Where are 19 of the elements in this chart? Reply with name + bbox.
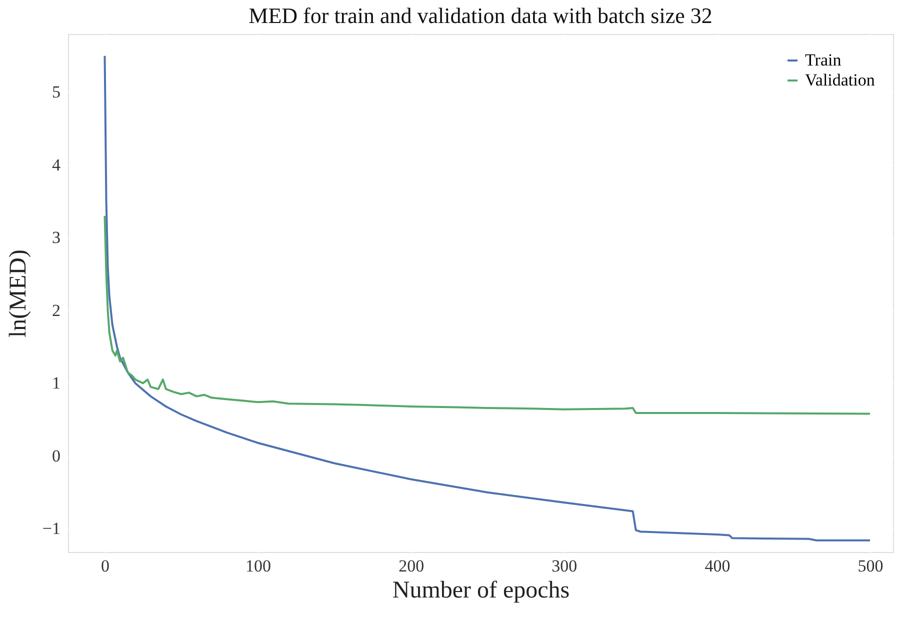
y-tick-label: 4: [52, 155, 61, 174]
x-tick-label: 500: [858, 556, 884, 576]
x-tick-label: 400: [704, 556, 730, 576]
y-axis-title: ln(MED): [5, 250, 32, 338]
y-tick-label: 2: [52, 300, 60, 320]
y-tick-label: 5: [52, 82, 60, 102]
line-series: [104, 214, 872, 415]
x-tick-label: 100: [246, 556, 272, 576]
legend-label: Validation: [805, 70, 876, 90]
x-axis-title: Number of epochs: [392, 578, 570, 604]
y-tick-label: 1: [52, 374, 60, 393]
legend-label: Train: [805, 50, 842, 70]
x-tick-label: 200: [398, 556, 424, 576]
y-tick-label: −1: [42, 519, 60, 538]
x-tick-label: 0: [100, 556, 110, 576]
y-tick-label: 3: [52, 228, 60, 248]
chart-title: MED for train and validation data with batch size 32: [248, 3, 712, 28]
y-tick-label: 0: [52, 446, 60, 466]
x-tick-label: 300: [552, 556, 578, 576]
